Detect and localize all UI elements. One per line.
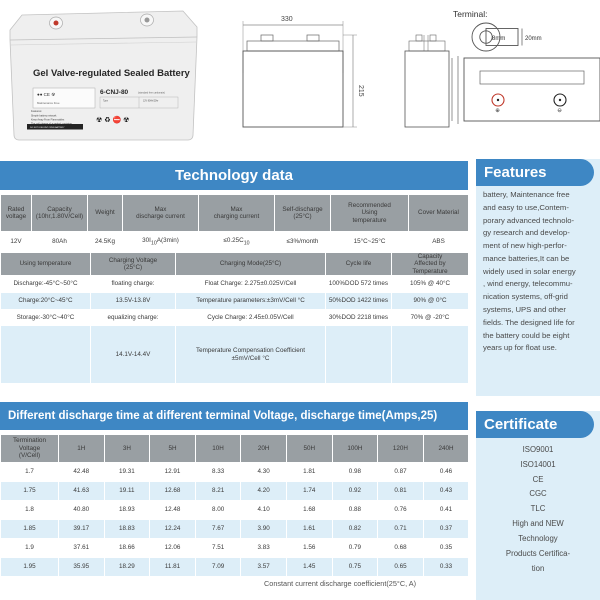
svg-text:DO NOT DISJOINT OPEN BATTERY: DO NOT DISJOINT OPEN BATTERY [30, 126, 65, 129]
svg-text:Simple battery network: Simple battery network [31, 115, 57, 118]
svg-text:215: 215 [357, 85, 364, 97]
svg-text:●● CE ☢: ●● CE ☢ [37, 92, 56, 97]
svg-text:(standard free carbonate): (standard free carbonate) [138, 92, 165, 95]
svg-text:12V 80Ah/20hr: 12V 80Ah/20hr [143, 100, 159, 103]
svg-text:⊖: ⊖ [557, 108, 562, 114]
svg-text:8mm: 8mm [492, 36, 505, 42]
svg-text:⊕: ⊕ [495, 108, 500, 114]
svg-text:Features:: Features: [31, 109, 42, 113]
svg-text:20mm: 20mm [525, 36, 542, 42]
svg-text:Maintenance Free: Maintenance Free [37, 101, 60, 105]
svg-text:330: 330 [281, 16, 293, 23]
svg-text:Keep Away From Flammables: Keep Away From Flammables [31, 119, 65, 122]
svg-text:Type: Type [103, 101, 109, 103]
svg-text:☢ ♻ ⛔ ☢: ☢ ♻ ⛔ ☢ [96, 115, 129, 124]
svg-text:6-CNJ-80: 6-CNJ-80 [100, 89, 129, 96]
svg-text:Gel Valve-regulated Sealed Bat: Gel Valve-regulated Sealed Battery [33, 68, 191, 79]
svg-text:Terminal:: Terminal: [453, 9, 487, 19]
